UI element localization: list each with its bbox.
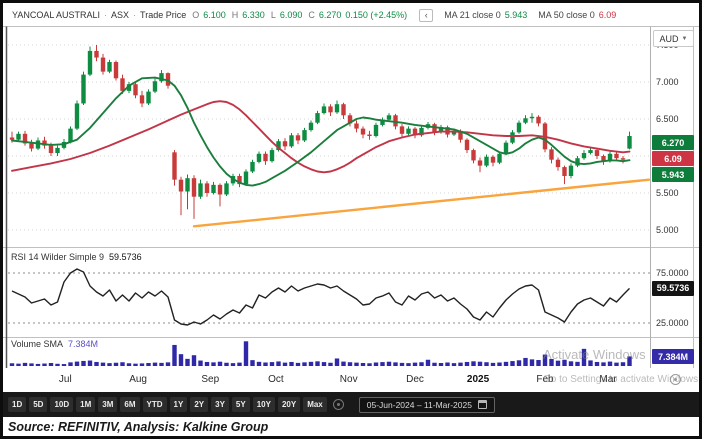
rsi-value: 59.5736 <box>109 252 142 262</box>
range-button-3m[interactable]: 3M <box>98 397 118 412</box>
exchange-name: ASX <box>111 10 130 20</box>
legend-collapse-button[interactable]: ‹ <box>419 8 434 22</box>
symbol-name: YANCOAL AUSTRALI <box>12 10 101 20</box>
change-value: 0.150 (+2.45%) <box>345 10 408 20</box>
rsi-legend: RSI 14 Wilder Simple 9 59.5736 <box>11 252 142 262</box>
interval-settings-button[interactable] <box>332 399 344 410</box>
ma21-value: 5.943 <box>504 10 528 20</box>
close-label: C <box>308 10 315 20</box>
high-value: 6.330 <box>242 10 265 20</box>
date-range-text: 05-Jun-2024 – 11-Mar-2025 <box>366 399 472 410</box>
time-axis-label: Dec <box>406 374 424 385</box>
range-button-5y[interactable]: 5Y <box>231 397 250 412</box>
open-label: O <box>192 10 200 20</box>
last-price-box: 6.270 <box>652 135 694 150</box>
volume-value-box: 7.384M <box>652 349 694 364</box>
source-strip: Source: REFINITIV, Analysis: Kalkine Gro… <box>0 417 702 439</box>
range-button-2y[interactable]: 2Y <box>190 397 209 412</box>
ma50-price-box: 6.09 <box>652 151 694 166</box>
ma50-value: 6.09 <box>598 10 617 20</box>
range-button-6m[interactable]: 6M <box>120 397 140 412</box>
range-button-1m[interactable]: 1M <box>76 397 96 412</box>
series-label: Trade Price <box>140 10 187 20</box>
currency-selector[interactable]: AUD ▼ <box>653 30 694 47</box>
support-trendline <box>192 178 651 228</box>
time-axis-label: Mar <box>599 374 617 385</box>
price-tick-label: 6.500 <box>656 114 679 124</box>
price-tick-label: 7.000 <box>656 77 679 87</box>
dropdown-arrow-icon: ▼ <box>681 35 688 42</box>
ma50-label: MA 50 close 0 <box>538 10 595 20</box>
volume-bars <box>9 341 632 366</box>
time-axis-label: Jul <box>58 374 72 385</box>
low-label: L <box>270 10 276 20</box>
time-axis-label: Aug <box>129 374 147 385</box>
range-button-10d[interactable]: 10D <box>50 397 74 412</box>
volume-label: Volume SMA <box>11 339 64 349</box>
rsi-label: RSI 14 Wilder Simple 9 <box>11 252 105 262</box>
range-button-20y[interactable]: 20Y <box>277 397 301 412</box>
close-value: 6.270 <box>318 10 342 20</box>
legend-separator: · <box>104 10 108 20</box>
price-tick-label: 5.000 <box>656 225 679 235</box>
rsi-line <box>11 268 630 326</box>
low-value: 6.090 <box>279 10 303 20</box>
time-axis-label: 2025 <box>466 374 490 385</box>
ma21-label: MA 21 close 0 <box>444 10 501 20</box>
chart-legend: YANCOAL AUSTRALI · ASX · Trade Price O 6… <box>12 7 616 23</box>
high-label: H <box>231 10 239 20</box>
rsi-upper-band-label: 75.0000 <box>656 268 689 278</box>
time-axis-label: Oct <box>268 374 284 385</box>
source-text: Source: REFINITIV, Analysis: Kalkine Gro… <box>8 420 269 434</box>
range-buttons: 1D 5D 10D 1M 3M 6M YTD 1Y 2Y 3Y 5Y 10Y 20Y Max <box>8 397 327 412</box>
price-tick-label: 5.500 <box>656 188 679 198</box>
currency-label: AUD <box>659 33 679 44</box>
legend-separator: · <box>133 10 137 20</box>
volume-legend: Volume SMA 7.384M <box>11 339 98 349</box>
ma21-price-box: 5.943 <box>652 167 694 182</box>
open-value: 6.100 <box>203 10 226 20</box>
range-button-5d[interactable]: 5D <box>29 397 48 412</box>
volume-value: 7.384M <box>68 339 99 349</box>
range-button-3y[interactable]: 3Y <box>211 397 229 412</box>
date-range-picker[interactable]: 05-Jun-2024 – 11-Mar-2025 <box>358 396 495 413</box>
calendar-icon <box>477 400 487 409</box>
time-axis-label: Nov <box>339 374 358 385</box>
chart-plot-area[interactable] <box>0 0 702 392</box>
axis-settings-icon[interactable] <box>670 374 681 385</box>
range-button-max[interactable]: Max <box>303 397 327 412</box>
range-button-1y[interactable]: 1Y <box>169 397 188 412</box>
range-button-ytd[interactable]: YTD <box>142 397 167 412</box>
time-axis-label: Feb <box>536 374 554 385</box>
time-axis[interactable]: Jul Aug Sep Oct Nov Dec 2025 Feb Mar <box>0 368 702 392</box>
time-axis-label: Sep <box>201 374 220 385</box>
rsi-value-box: 59.5736 <box>652 280 694 296</box>
ma21-line <box>11 76 631 187</box>
rsi-lower-band-label: 25.0000 <box>656 318 689 328</box>
range-button-1d[interactable]: 1D <box>8 397 27 412</box>
range-button-10y[interactable]: 10Y <box>252 397 275 412</box>
range-toolbar: 1D 5D 10D 1M 3M 6M YTD 1Y 2Y 3Y 5Y 10Y 20Y Max 05-Jun… <box>0 392 702 417</box>
